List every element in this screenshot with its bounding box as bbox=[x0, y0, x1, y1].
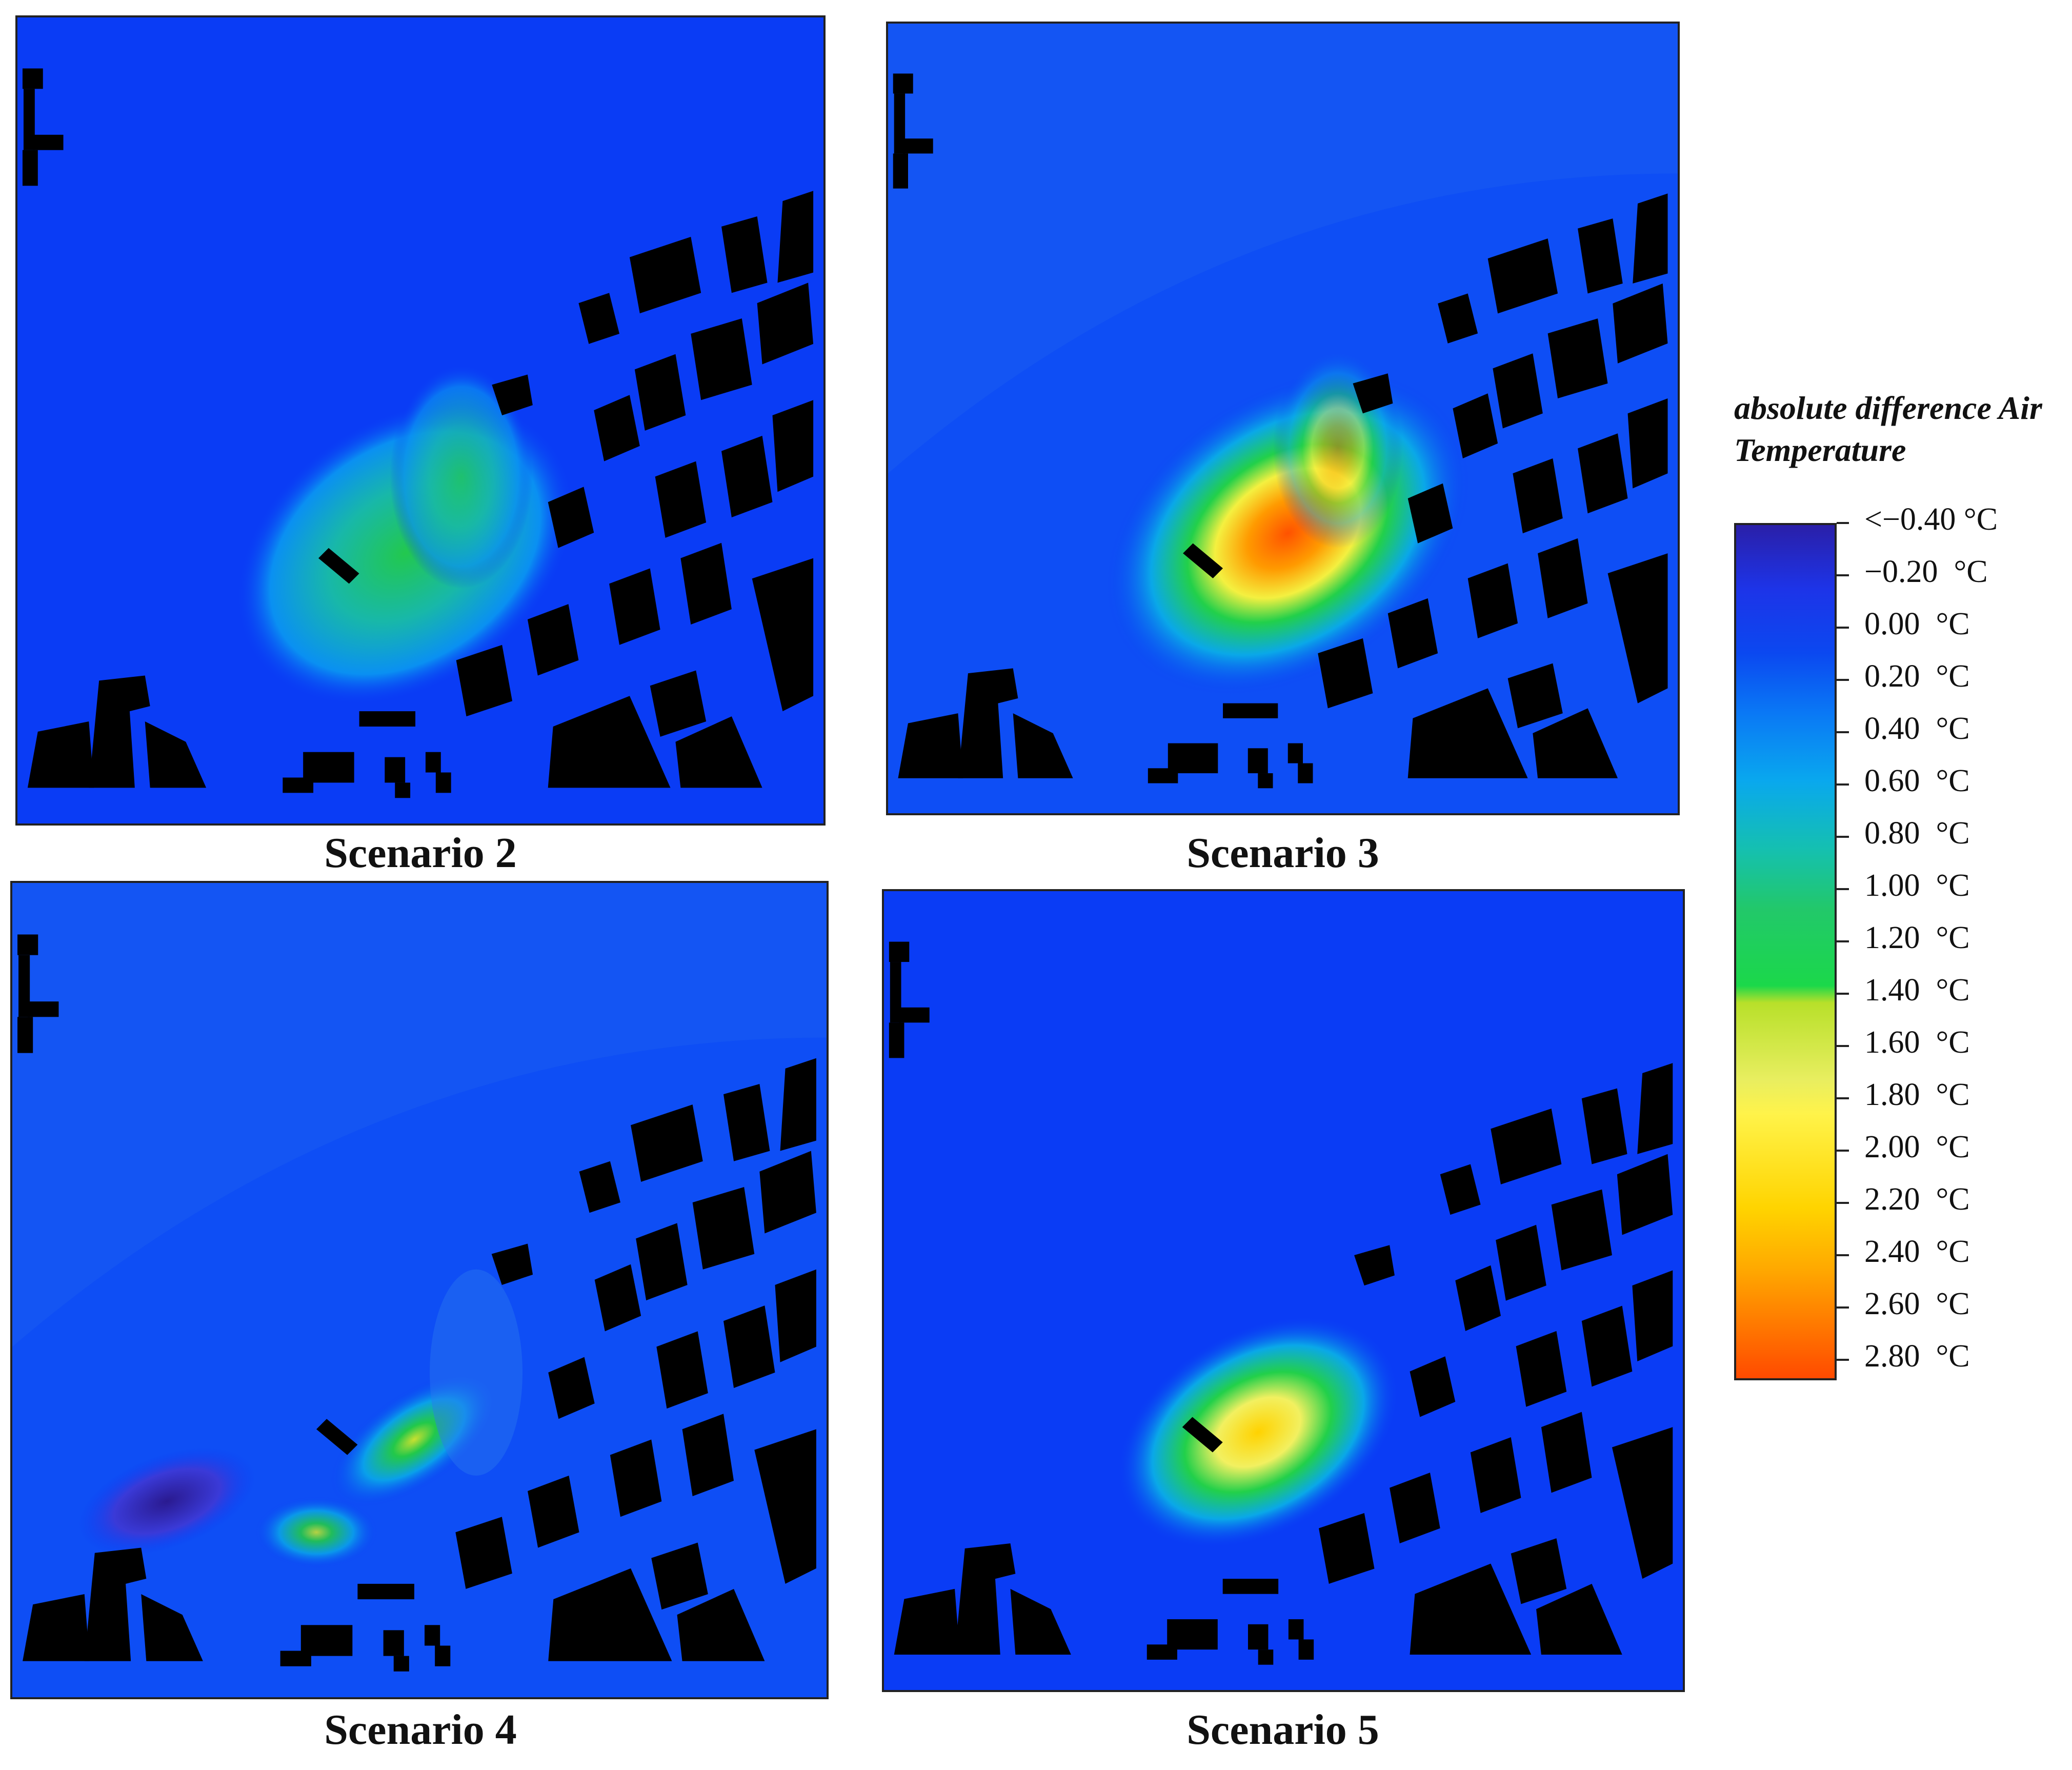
legend-tick-label: 2.60 °C bbox=[1864, 1286, 1970, 1321]
legend-tick bbox=[1837, 1150, 1849, 1152]
legend-tick bbox=[1837, 888, 1849, 890]
legend-tick-label: 1.00 °C bbox=[1864, 868, 1970, 903]
heatmap-scenario-5 bbox=[884, 891, 1683, 1690]
legend-tick bbox=[1837, 1359, 1849, 1361]
caption-scenario-4: Scenario 4 bbox=[324, 1706, 517, 1754]
legend-tick-label: <−0.40 °C bbox=[1864, 502, 1998, 537]
caption-scenario-3: Scenario 3 bbox=[1186, 829, 1379, 877]
heatmap-scenario-4 bbox=[12, 883, 827, 1697]
legend-tick-label: 2.40 °C bbox=[1864, 1234, 1970, 1269]
legend-title-line-1: absolute difference Air bbox=[1734, 390, 2042, 426]
legend-tick-label: 2.00 °C bbox=[1864, 1130, 1970, 1164]
legend-tick bbox=[1837, 1045, 1849, 1047]
legend-tick bbox=[1837, 940, 1849, 942]
legend-tick bbox=[1837, 731, 1849, 733]
legend-tick-label: 1.40 °C bbox=[1864, 973, 1970, 1008]
legend-tick bbox=[1837, 993, 1849, 995]
legend-tick bbox=[1837, 627, 1849, 629]
map-panel-scenario-3 bbox=[886, 22, 1680, 815]
map-panel-scenario-5 bbox=[882, 889, 1685, 1692]
legend-tick-label: 2.80 °C bbox=[1864, 1339, 1970, 1374]
legend-title: absolute difference Air Temperature bbox=[1734, 387, 2072, 471]
legend-color-bar bbox=[1734, 523, 1837, 1380]
caption-scenario-2: Scenario 2 bbox=[324, 829, 517, 877]
legend-tick bbox=[1837, 1306, 1849, 1309]
legend-tick bbox=[1837, 574, 1849, 576]
legend-tick bbox=[1837, 1202, 1849, 1204]
legend-tick bbox=[1837, 783, 1849, 786]
heatmap-scenario-3 bbox=[888, 24, 1678, 813]
heatmap-scenario-2 bbox=[17, 17, 823, 823]
legend-tick-label: −0.20 °C bbox=[1864, 554, 1988, 589]
caption-scenario-5: Scenario 5 bbox=[1186, 1706, 1379, 1754]
map-panel-scenario-4 bbox=[10, 881, 829, 1699]
legend-title-line-2: Temperature bbox=[1734, 432, 1906, 468]
legend-tick-label: 0.20 °C bbox=[1864, 659, 1970, 694]
legend-tick-label: 2.20 °C bbox=[1864, 1182, 1970, 1217]
legend-tick bbox=[1837, 522, 1849, 524]
legend-tick bbox=[1837, 679, 1849, 681]
legend-tick-label: 0.60 °C bbox=[1864, 763, 1970, 798]
legend-tick-label: 0.00 °C bbox=[1864, 607, 1970, 641]
legend-tick bbox=[1837, 1254, 1849, 1256]
legend-tick-label: 0.40 °C bbox=[1864, 711, 1970, 746]
legend-tick bbox=[1837, 1097, 1849, 1099]
legend-tick-label: 1.20 °C bbox=[1864, 920, 1970, 955]
legend-tick bbox=[1837, 836, 1849, 838]
map-panel-scenario-2 bbox=[15, 15, 826, 826]
legend-tick-label: 1.60 °C bbox=[1864, 1025, 1970, 1060]
legend-tick-label: 0.80 °C bbox=[1864, 816, 1970, 851]
legend-tick-label: 1.80 °C bbox=[1864, 1077, 1970, 1112]
